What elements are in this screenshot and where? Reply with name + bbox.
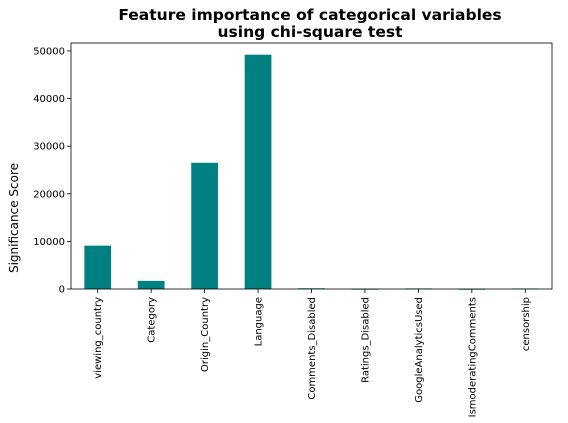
- bar-language: [244, 54, 272, 289]
- x-tick-label: Category: [147, 297, 158, 343]
- y-tick-label: 40000: [33, 94, 65, 105]
- y-tick-label: 0: [59, 285, 65, 296]
- y-axis-label: Significance Score: [7, 163, 21, 273]
- y-tick-label: 30000: [33, 142, 65, 153]
- plot-area: 0 10000 20000 30000 40000 50000 viewing_countr…: [33, 42, 553, 417]
- x-tick-label: Origin_Country: [200, 297, 211, 372]
- y-tick-label: 10000: [33, 237, 65, 248]
- x-tick-label: Comments_Disabled: [307, 297, 318, 400]
- bar-category: [137, 280, 165, 289]
- x-tick-label: IsmoderatingComments: [467, 297, 478, 417]
- x-tick-label: Language: [254, 297, 265, 346]
- plot-frame: [70, 42, 553, 290]
- x-tick-label: GoogleAnalyticsUsed: [414, 297, 425, 403]
- bar-viewing-country: [84, 245, 112, 289]
- y-tick-label: 50000: [33, 46, 65, 57]
- chart-title-line-1: Feature importance of categorical variab…: [118, 6, 501, 24]
- x-tick-label: censorship: [521, 297, 532, 351]
- y-tick-label: 20000: [33, 189, 65, 200]
- bar-origin-country: [191, 162, 218, 289]
- x-tick-label: viewing_country: [93, 297, 104, 379]
- chart-title-line-2: using chi-square test: [218, 23, 404, 41]
- x-tick-label: Ratings_Disabled: [360, 297, 371, 383]
